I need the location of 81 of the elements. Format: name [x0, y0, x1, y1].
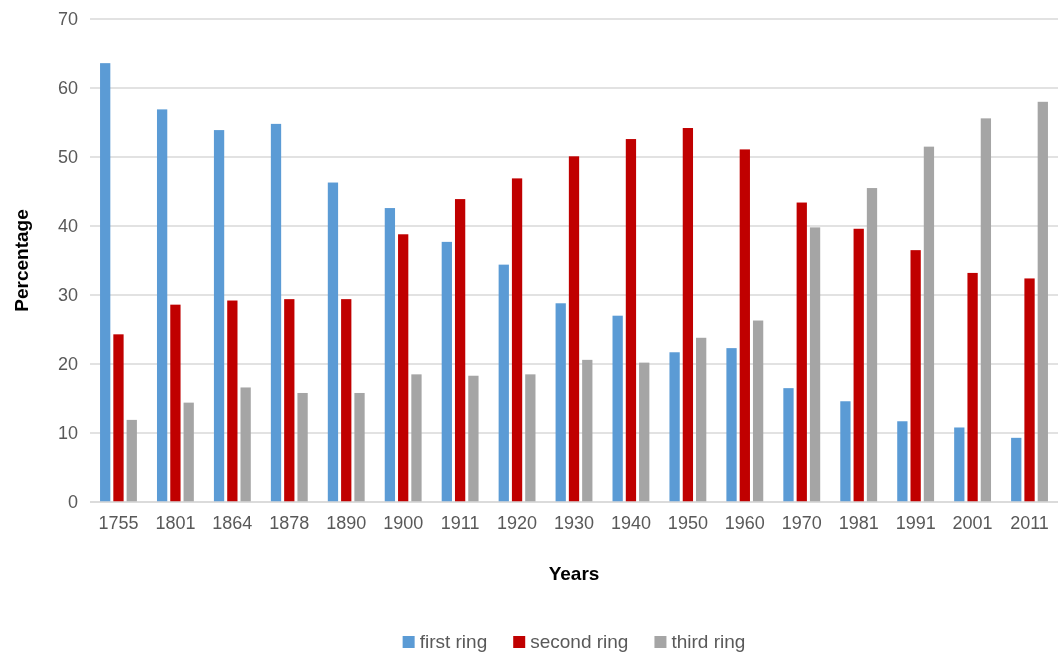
bar — [113, 334, 124, 502]
y-tick-label: 50 — [57, 147, 78, 168]
bar — [341, 299, 352, 502]
bar — [284, 299, 295, 502]
x-tick-label: 1920 — [497, 512, 538, 533]
x-tick-label: 1981 — [838, 512, 879, 533]
legend-label: third ring — [671, 631, 746, 652]
x-tick-label: 1911 — [440, 512, 480, 533]
bar — [441, 241, 452, 502]
bar — [625, 139, 637, 502]
bar — [270, 123, 282, 502]
bar — [240, 387, 251, 502]
x-tick-label: 1900 — [383, 512, 424, 533]
x-tick-label: 1970 — [781, 512, 822, 533]
bar — [897, 421, 908, 502]
legend-label: second ring — [530, 631, 629, 652]
bar — [796, 202, 807, 502]
bar — [783, 388, 794, 502]
bar — [853, 228, 864, 502]
bar — [923, 146, 935, 502]
bar — [354, 392, 365, 502]
bar — [170, 304, 181, 502]
y-tick-label: 30 — [57, 285, 78, 306]
bar — [866, 188, 878, 502]
bar — [183, 402, 194, 502]
x-tick-label: 1950 — [667, 512, 708, 533]
bar — [967, 272, 978, 502]
bar — [398, 234, 409, 502]
bar — [809, 227, 821, 502]
x-tick-label: 2011 — [1010, 512, 1049, 533]
bar — [568, 156, 580, 502]
bar — [213, 130, 225, 502]
bar — [525, 374, 536, 502]
bar — [910, 250, 921, 502]
x-tick-label: 1991 — [895, 512, 936, 533]
bar — [1024, 278, 1035, 502]
y-tick-label: 10 — [57, 423, 78, 444]
x-tick-label: 1755 — [98, 512, 139, 533]
bar — [411, 374, 422, 502]
x-tick-label: 1960 — [724, 512, 765, 533]
x-tick-label: 1940 — [610, 512, 651, 533]
legend-label: first ring — [419, 631, 488, 652]
y-tick-label: 60 — [57, 78, 78, 99]
bar — [454, 199, 466, 502]
x-tick-label: 1801 — [155, 512, 196, 533]
bar — [582, 359, 593, 502]
bar — [726, 348, 737, 502]
bar — [555, 303, 566, 502]
bar — [696, 337, 707, 502]
y-tick-label: 20 — [57, 354, 78, 375]
y-tick-label: 70 — [57, 9, 78, 30]
bar — [384, 208, 396, 502]
x-tick-label: 1890 — [326, 512, 367, 533]
bar — [639, 362, 650, 502]
bar — [682, 128, 694, 502]
bar — [498, 264, 509, 502]
bar — [669, 352, 680, 502]
bar — [752, 320, 764, 502]
bar — [840, 401, 851, 502]
x-tick-label: 2001 — [952, 512, 993, 533]
x-axis-title: Years — [548, 563, 600, 584]
bar — [227, 300, 238, 502]
bar — [126, 419, 137, 502]
x-tick-label: 1864 — [212, 512, 253, 533]
x-tick-label: 1878 — [269, 512, 310, 533]
x-tick-label: 1930 — [553, 512, 595, 533]
bar — [980, 118, 992, 502]
y-tick-label: 0 — [67, 492, 78, 513]
y-tick-label: 40 — [57, 216, 78, 237]
bar — [511, 178, 523, 502]
bar — [1011, 437, 1022, 502]
bar — [327, 182, 339, 502]
bar — [468, 375, 479, 502]
bar — [100, 63, 111, 502]
bar — [1037, 101, 1048, 502]
bar — [954, 427, 965, 502]
bar — [297, 392, 308, 502]
bar — [739, 149, 750, 502]
bar — [612, 315, 623, 502]
bar — [156, 109, 168, 502]
y-axis-title: Percentage — [11, 209, 32, 312]
